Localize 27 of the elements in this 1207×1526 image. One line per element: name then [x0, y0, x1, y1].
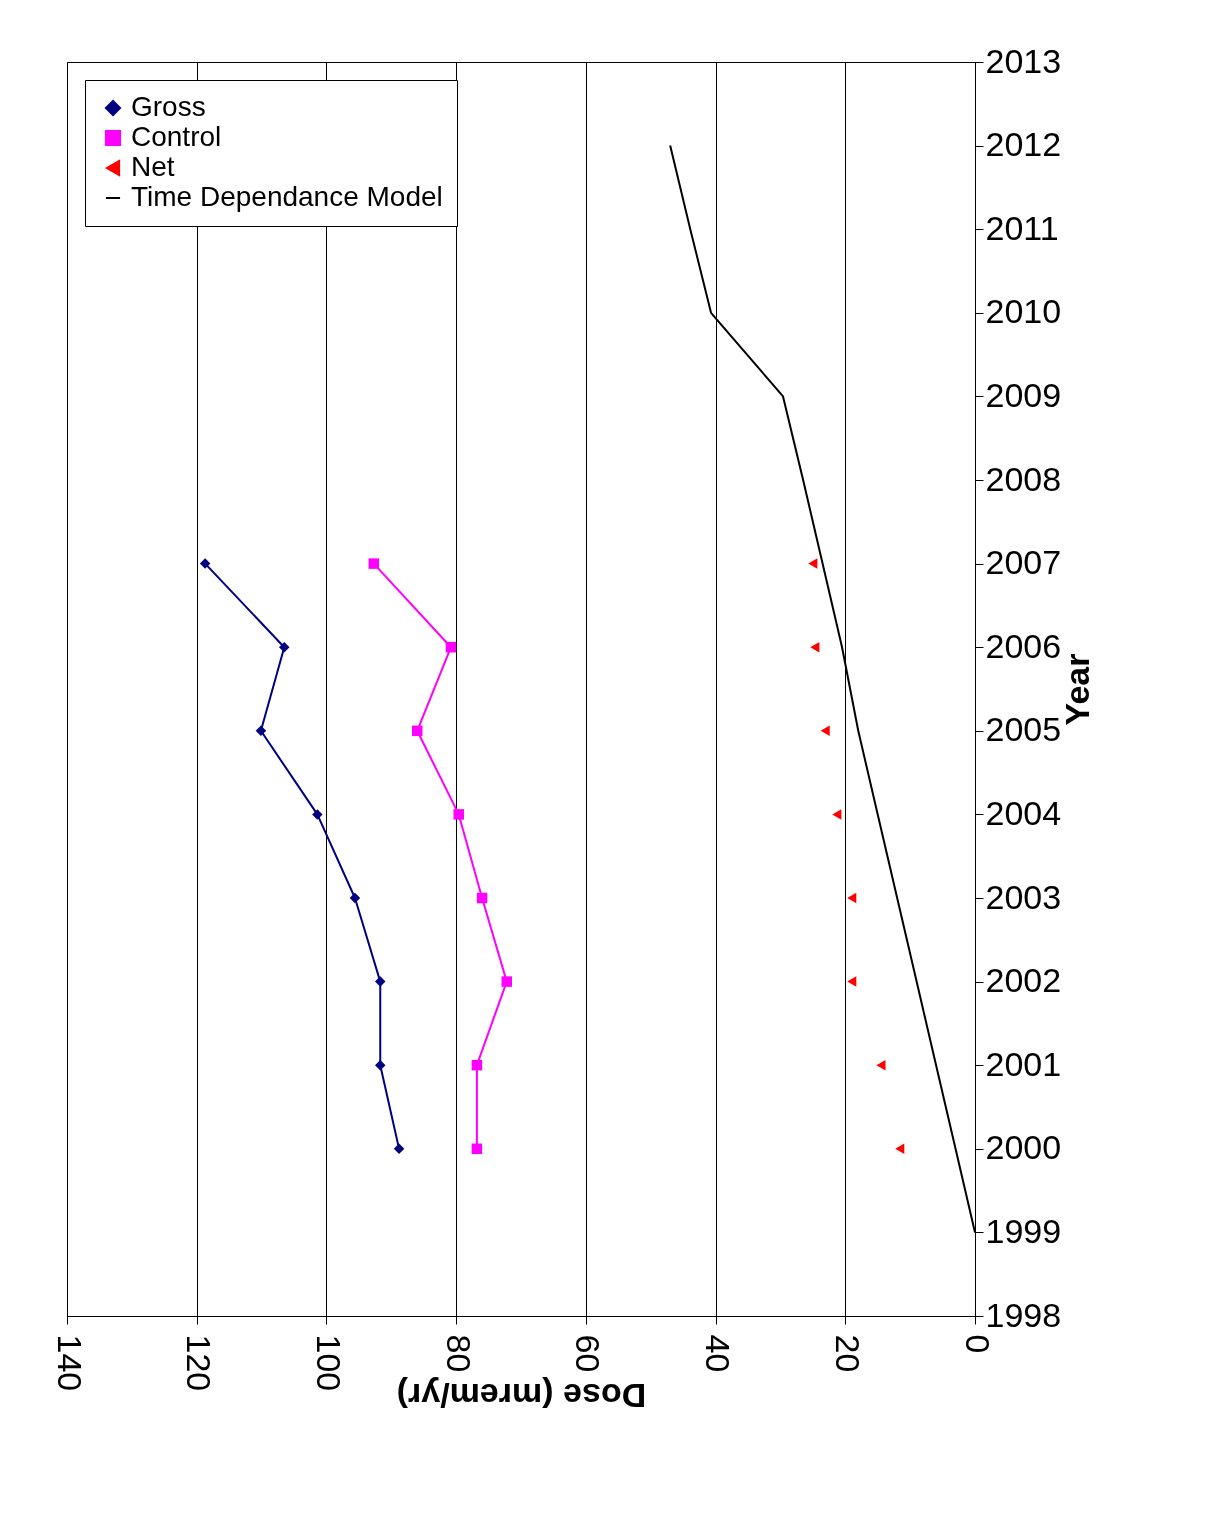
- y-tick-label: 2003: [985, 877, 1062, 916]
- legend-label: Net: [131, 151, 175, 182]
- y-tick-label: 2010: [985, 292, 1062, 331]
- legend-label: Time Dependance Model: [131, 181, 443, 212]
- y-tick-label: 1998: [985, 1295, 1062, 1334]
- y-tick-label: 2009: [985, 375, 1062, 414]
- x-tick-label: 100: [309, 1334, 348, 1392]
- y-tick-label: 2012: [985, 125, 1062, 164]
- x-tick-label: 80: [439, 1334, 478, 1373]
- x-tick-label: 20: [828, 1334, 867, 1373]
- y-tick-label: 2008: [985, 459, 1062, 498]
- x-tick-label: 60: [569, 1334, 608, 1373]
- legend-label: Control: [131, 121, 222, 152]
- x-axis-title: Dose (mrem/yr): [396, 1377, 647, 1416]
- x-tick-label: 40: [699, 1334, 738, 1373]
- y-tick-label: 1999: [985, 1211, 1062, 1250]
- y-tick-label: 2011: [985, 208, 1059, 247]
- y-tick-label: 2000: [985, 1128, 1062, 1167]
- y-tick-label: 2013: [985, 41, 1062, 80]
- y-tick-label: 2001: [985, 1044, 1062, 1083]
- y-tick-label: 2004: [985, 793, 1062, 832]
- y-tick-label: 2002: [985, 961, 1062, 1000]
- y-tick-label: 2007: [985, 543, 1062, 582]
- legend-label: Gross: [131, 91, 206, 122]
- x-tick-label: 140: [50, 1334, 89, 1392]
- x-tick-label: 120: [180, 1334, 219, 1392]
- x-tick-label: 0: [958, 1334, 997, 1354]
